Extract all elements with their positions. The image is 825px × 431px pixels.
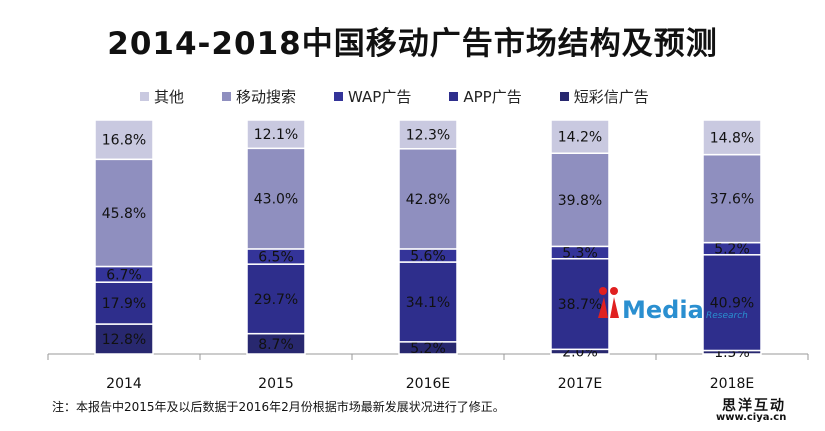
- legend-swatch: [559, 92, 569, 101]
- x-tick-label: 2014: [106, 376, 142, 392]
- data-label: 34.1%: [406, 295, 450, 311]
- data-label: 37.6%: [710, 192, 754, 208]
- data-label: 39.8%: [558, 193, 602, 209]
- legend-label: WAP广告: [348, 88, 412, 106]
- bar-segment: [398, 148, 458, 250]
- data-label: 42.8%: [406, 192, 450, 208]
- bar-segment: [550, 152, 610, 248]
- legend: 其他 移动搜索 WAP广告 APP广告 短彩信广告: [140, 86, 687, 107]
- bar-segment: [550, 119, 610, 154]
- legend-label: 其他: [154, 88, 185, 106]
- bar-segment: [246, 119, 306, 150]
- data-label: 14.2%: [558, 130, 602, 146]
- x-tick-label: 2017E: [558, 376, 602, 392]
- data-label: 6.5%: [258, 250, 294, 266]
- data-label: 29.7%: [254, 292, 298, 308]
- chart-title: 2014-2018中国移动广告市场结构及预测: [107, 26, 718, 62]
- bar-segment: [94, 158, 154, 268]
- bar-segment: [246, 263, 306, 335]
- data-label: 45.8%: [102, 206, 146, 222]
- bar-segment: [550, 258, 610, 351]
- legend-swatch: [222, 92, 232, 101]
- data-label: 12.8%: [102, 332, 146, 348]
- data-label: 12.1%: [254, 127, 298, 143]
- legend-item: WAP广告: [334, 86, 411, 107]
- legend-swatch: [140, 92, 149, 101]
- data-label: 5.3%: [562, 246, 598, 262]
- legend-item: 移动搜索: [222, 86, 296, 107]
- bar-segment: [94, 323, 154, 355]
- data-label: 5.6%: [410, 248, 446, 264]
- data-label: 5.2%: [410, 341, 446, 357]
- bar-segment: [94, 281, 154, 325]
- watermark-site-name: 思洋互动: [722, 398, 786, 414]
- data-label: 8.7%: [258, 337, 294, 353]
- data-label: 14.8%: [710, 130, 754, 146]
- data-label: 6.7%: [106, 267, 142, 283]
- legend-swatch: [449, 92, 459, 101]
- svg-text:Media: Media: [622, 296, 704, 324]
- data-label: 12.3%: [406, 127, 450, 143]
- watermark-site-url: www.ciya.cn: [716, 412, 787, 423]
- legend-label: 移动搜索: [236, 88, 297, 106]
- legend-label: APP广告: [463, 88, 522, 106]
- data-label: 17.9%: [102, 296, 146, 312]
- legend-item: 其他: [140, 86, 184, 107]
- legend-item: 短彩信广告: [559, 86, 649, 107]
- bar-segment: [398, 119, 458, 150]
- svg-text:Research: Research: [706, 311, 748, 321]
- footnote: 注：本报告中2015年及以后数据于2016年2月份根据市场最新发展状况进行了修正…: [52, 400, 505, 414]
- bar-segment: [398, 261, 458, 343]
- legend-swatch: [334, 92, 344, 101]
- legend-item: APP广告: [449, 86, 522, 107]
- imedia-logo-watermark: Media Research: [598, 287, 748, 324]
- data-label: 38.7%: [558, 297, 602, 313]
- x-tick-label: 2018E: [710, 376, 754, 392]
- x-tick-label: 2015: [258, 376, 294, 392]
- bar-segment: [702, 254, 762, 352]
- data-label: 43.0%: [254, 192, 298, 208]
- bar-segment: [94, 119, 154, 161]
- bar-segment: [246, 147, 306, 250]
- x-tick-label: 2016E: [406, 376, 450, 392]
- data-label: 16.8%: [102, 133, 146, 149]
- data-label: 40.9%: [710, 296, 754, 312]
- legend-label: 短彩信广告: [573, 88, 649, 106]
- data-label: 5.2%: [714, 242, 750, 258]
- bar-segment: [702, 153, 762, 244]
- bar-segment: [702, 119, 762, 156]
